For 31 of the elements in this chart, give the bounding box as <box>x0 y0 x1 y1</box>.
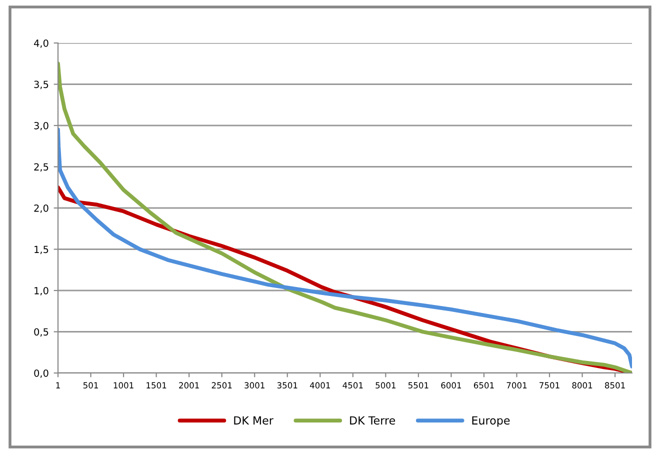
x-tick-label: 1501 <box>146 382 166 388</box>
x-tick-label: 8501 <box>604 382 625 388</box>
y-tick-label: 1,5 <box>34 246 48 254</box>
y-tick-label: 0,5 <box>34 328 48 337</box>
legend-label: DK Terre <box>350 416 396 425</box>
x-tick-label: 7501 <box>540 382 560 388</box>
y-tick-label: 1,0 <box>34 286 48 296</box>
y-tick-label: 0,0 <box>34 369 48 378</box>
legend-label: Europe <box>472 416 510 427</box>
x-tick-label: 2501 <box>212 382 232 388</box>
x-tick-label: 4001 <box>310 382 330 388</box>
y-tick-label: 4,0 <box>34 39 48 48</box>
y-tick-label: 2,5 <box>34 163 48 172</box>
x-tick-label: 5001 <box>376 382 396 388</box>
x-tick-label: 501 <box>83 382 98 388</box>
x-tick-label: 4501 <box>342 382 363 388</box>
x-tick-label: 6001 <box>441 382 462 388</box>
x-tick-label: 1001 <box>114 382 134 388</box>
x-tick-label: 7001 <box>506 382 527 388</box>
x-tick-label: 6501 <box>474 382 494 388</box>
x-tick-label: 3501 <box>277 382 298 388</box>
x-tick-label: 2001 <box>179 382 199 388</box>
line-series <box>58 128 632 368</box>
x-tick-label: 1 <box>56 382 60 388</box>
y-tick-label: 3,5 <box>34 80 48 90</box>
y-tick-label: 3,0 <box>34 122 48 130</box>
x-tick-label: 3001 <box>244 382 264 388</box>
y-tick-label: 2,0 <box>34 204 48 213</box>
x-tick-label: 5501 <box>408 382 428 388</box>
x-tick-label: 8001 <box>572 382 592 388</box>
legend-label: DK Mer <box>234 416 274 425</box>
